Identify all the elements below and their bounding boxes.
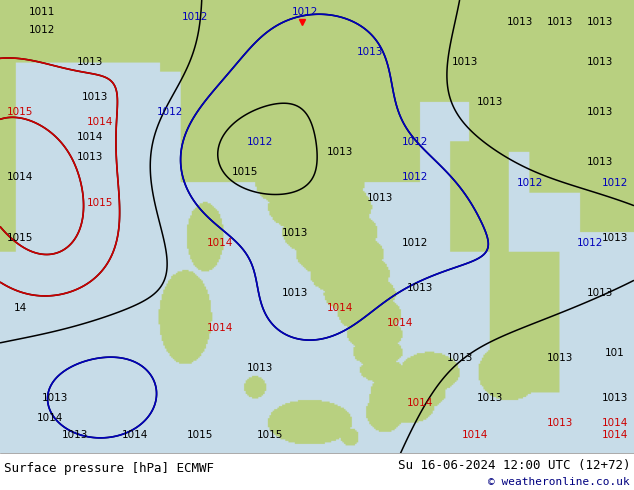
Text: 1012: 1012 xyxy=(247,137,273,147)
Text: 1012: 1012 xyxy=(577,238,603,247)
Text: 1013: 1013 xyxy=(547,17,573,27)
Text: 1013: 1013 xyxy=(587,157,613,168)
Text: 1012: 1012 xyxy=(402,238,428,247)
Text: 1013: 1013 xyxy=(547,353,573,363)
Text: 1012: 1012 xyxy=(402,172,428,182)
Text: 1014: 1014 xyxy=(207,323,233,333)
Text: 1014: 1014 xyxy=(87,117,113,127)
Text: 1014: 1014 xyxy=(37,413,63,423)
Text: 1014: 1014 xyxy=(327,303,353,313)
Text: 1013: 1013 xyxy=(281,288,308,298)
Text: Su 16-06-2024 12:00 UTC (12+72): Su 16-06-2024 12:00 UTC (12+72) xyxy=(398,459,630,472)
Text: 1012: 1012 xyxy=(29,25,55,35)
Text: 1013: 1013 xyxy=(281,228,308,238)
Text: 1012: 1012 xyxy=(402,137,428,147)
Text: 1015: 1015 xyxy=(7,107,33,117)
Text: 1015: 1015 xyxy=(232,168,258,177)
Text: Surface pressure [hPa] ECMWF: Surface pressure [hPa] ECMWF xyxy=(4,462,214,475)
Text: 101: 101 xyxy=(605,348,625,358)
Text: 1012: 1012 xyxy=(517,177,543,188)
Text: 1013: 1013 xyxy=(77,152,103,162)
Text: 1013: 1013 xyxy=(61,430,88,440)
Text: 1013: 1013 xyxy=(407,283,433,293)
Text: 1013: 1013 xyxy=(327,147,353,157)
Text: © weatheronline.co.uk: © weatheronline.co.uk xyxy=(488,477,630,487)
Text: 1013: 1013 xyxy=(82,92,108,102)
Text: 1011: 1011 xyxy=(29,7,55,17)
Text: 1013: 1013 xyxy=(477,98,503,107)
Text: 1013: 1013 xyxy=(587,288,613,298)
Text: 1012: 1012 xyxy=(292,7,318,17)
Text: 1013: 1013 xyxy=(77,57,103,67)
Text: 1013: 1013 xyxy=(452,57,478,67)
Text: 1013: 1013 xyxy=(447,353,473,363)
Text: 1013: 1013 xyxy=(547,418,573,428)
Text: 1014: 1014 xyxy=(77,132,103,143)
Text: 1014: 1014 xyxy=(387,318,413,328)
Text: 1013: 1013 xyxy=(367,193,393,202)
Text: 1013: 1013 xyxy=(507,17,533,27)
Text: 1013: 1013 xyxy=(247,363,273,373)
Text: 1014: 1014 xyxy=(407,398,433,408)
Text: 1014: 1014 xyxy=(207,238,233,247)
Text: 1014: 1014 xyxy=(602,418,628,428)
Text: 1013: 1013 xyxy=(602,393,628,403)
Text: 1014: 1014 xyxy=(462,430,488,440)
Text: 1013: 1013 xyxy=(587,57,613,67)
Text: 1014: 1014 xyxy=(602,430,628,440)
Text: 14: 14 xyxy=(13,303,27,313)
Text: 1015: 1015 xyxy=(87,197,113,208)
Text: 1013: 1013 xyxy=(602,233,628,243)
Text: 1012: 1012 xyxy=(157,107,183,117)
Text: 1015: 1015 xyxy=(187,430,213,440)
Text: 1015: 1015 xyxy=(257,430,283,440)
Text: 1013: 1013 xyxy=(477,393,503,403)
Text: 1013: 1013 xyxy=(587,107,613,117)
Text: 1013: 1013 xyxy=(587,17,613,27)
Text: 1012: 1012 xyxy=(182,12,208,22)
Text: 1013: 1013 xyxy=(357,47,383,57)
Text: 1012: 1012 xyxy=(602,177,628,188)
Text: 1014: 1014 xyxy=(122,430,148,440)
Text: 1013: 1013 xyxy=(42,393,68,403)
Text: 1014: 1014 xyxy=(7,172,33,182)
Text: 1015: 1015 xyxy=(7,233,33,243)
